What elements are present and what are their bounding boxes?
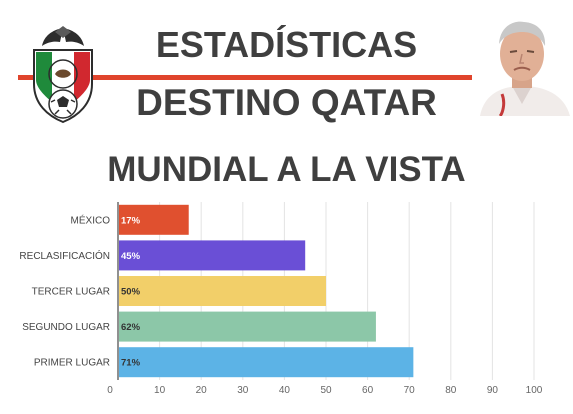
x-tick-label: 0 xyxy=(107,385,113,396)
category-label: TERCER LUGAR xyxy=(32,287,110,298)
mexico-federation-crest-icon xyxy=(33,26,93,124)
bar-data-label: 17% xyxy=(121,215,141,226)
bar-data-label: 71% xyxy=(121,358,141,369)
chart-x-tick-labels: 0 10 20 30 40 50 60 70 80 90 100 xyxy=(107,385,543,396)
coach-portrait xyxy=(472,14,573,116)
x-tick-label: 10 xyxy=(154,385,166,396)
x-tick-label: 30 xyxy=(237,385,249,396)
chart-bars: 17% 45% 50% 62% 71% xyxy=(119,204,414,378)
x-tick-label: 20 xyxy=(196,385,208,396)
x-tick-label: 70 xyxy=(404,385,416,396)
x-tick-label: 60 xyxy=(362,385,374,396)
header-accent-line xyxy=(18,75,488,80)
category-label: MÉXICO xyxy=(71,213,111,226)
bar-chart: 17% 45% 50% 62% 71% MÉXICO RECLASIFICACIÓN TER… xyxy=(19,202,543,396)
x-tick-label: 100 xyxy=(526,385,543,396)
bar-data-label: 62% xyxy=(121,322,141,333)
bar xyxy=(119,311,376,342)
bar-data-label: 50% xyxy=(121,287,141,298)
bar xyxy=(119,276,326,306)
chart-category-labels: MÉXICO RECLASIFICACIÓN TERCER LUGAR SEGUNDO… xyxy=(19,213,110,368)
x-tick-label: 90 xyxy=(487,385,499,396)
x-tick-label: 80 xyxy=(445,385,457,396)
x-tick-label: 40 xyxy=(279,385,291,396)
category-label: RECLASIFICACIÓN xyxy=(19,249,110,262)
category-label: SEGUNDO LUGAR xyxy=(22,322,110,333)
page-title-estadisticas: ESTADÍSTICAS xyxy=(155,24,418,65)
category-label: PRIMER LUGAR xyxy=(34,358,110,369)
page-title-destino-qatar: DESTINO QATAR xyxy=(136,82,437,123)
bar xyxy=(119,204,189,235)
bar xyxy=(119,240,306,271)
x-tick-label: 50 xyxy=(320,385,332,396)
chart-heading: MUNDIAL A LA VISTA xyxy=(107,150,466,189)
bar xyxy=(119,347,414,378)
bar-data-label: 45% xyxy=(121,251,141,262)
